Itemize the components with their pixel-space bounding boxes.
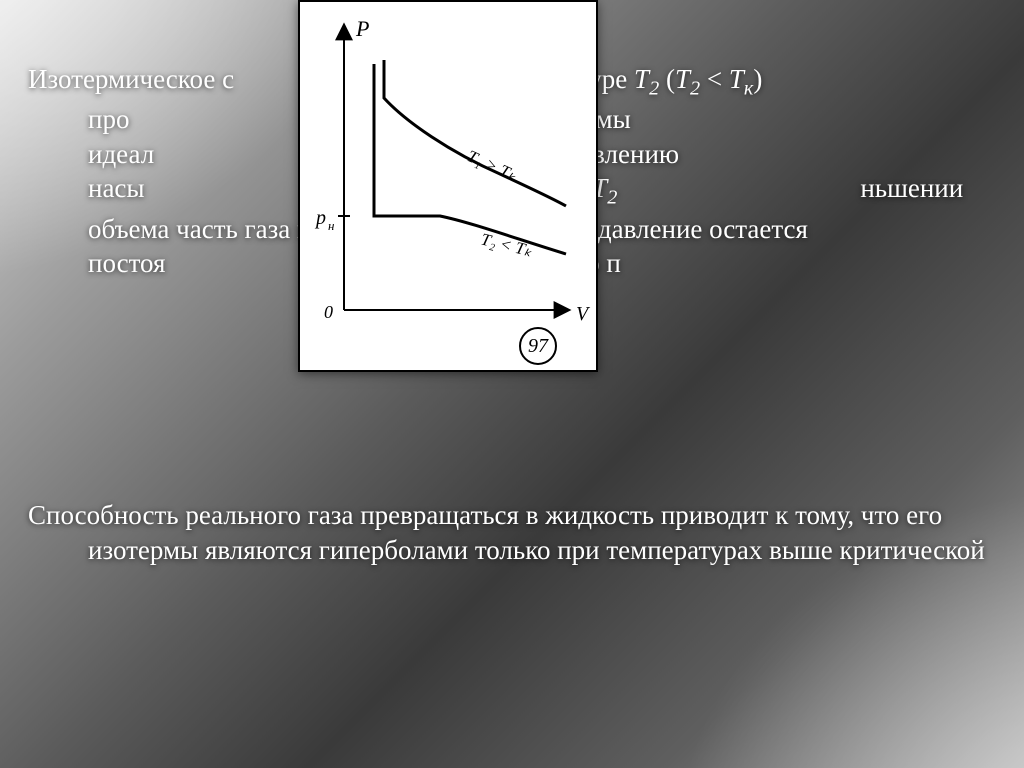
- svg-text:P: P: [355, 16, 369, 41]
- svg-text:p: p: [314, 207, 326, 229]
- isotherm-svg: T₁ > TₖT₂ < TₖP0Vpн97: [300, 2, 596, 370]
- svg-text:н: н: [328, 218, 334, 233]
- svg-text:97: 97: [528, 335, 549, 357]
- svg-text:T₁ > Tₖ: T₁ > Tₖ: [464, 146, 520, 185]
- slide: Изот Изотермическое с ри температуре T2 …: [0, 0, 1024, 768]
- svg-text:V: V: [576, 303, 591, 325]
- isotherm-figure: T₁ > TₖT₂ < TₖP0Vpн97: [298, 0, 598, 372]
- paragraph-2: Способность реального газа превращаться …: [28, 498, 996, 567]
- svg-text:0: 0: [324, 302, 333, 322]
